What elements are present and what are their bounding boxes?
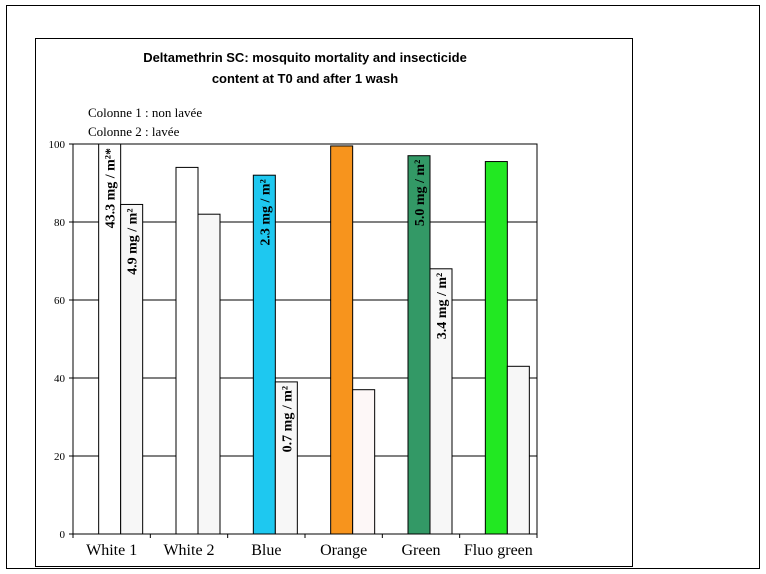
x-tick-label: White 2	[163, 542, 214, 559]
x-tick-label: White 1	[86, 542, 137, 559]
y-tick-label: 60	[54, 295, 66, 307]
bar-label: 3.4 mg / m²	[435, 273, 450, 339]
y-tick-label: 80	[54, 217, 66, 229]
y-tick-label: 0	[60, 529, 66, 541]
legend-entry: Colonne 1 : non lavée	[88, 105, 202, 120]
bar	[197, 213, 221, 535]
outer-frame	[6, 5, 760, 569]
y-tick-label: 40	[54, 373, 66, 385]
bar-label: 2.3 mg / m²	[258, 179, 273, 245]
bar	[352, 389, 376, 535]
y-tick-label: 100	[49, 139, 66, 151]
bar	[429, 268, 453, 535]
x-tick-label: Fluo green	[464, 542, 533, 559]
x-tick-label: Green	[401, 542, 440, 559]
bar	[274, 381, 298, 535]
bar	[506, 365, 530, 535]
y-tick-label: 20	[54, 451, 66, 463]
x-tick-label: Orange	[320, 542, 367, 559]
chart-title: Deltamethrin SC: mosquito mortality and …	[143, 50, 467, 65]
bar-label: 43.3 mg / m²*	[104, 148, 119, 228]
x-tick-label: Blue	[251, 542, 281, 559]
bar	[175, 166, 199, 535]
bar	[330, 145, 354, 535]
chart-title: content at T0 and after 1 wash	[212, 71, 398, 86]
bar	[484, 161, 508, 535]
bar-label: 5.0 mg / m²	[413, 160, 428, 226]
bar	[120, 203, 144, 535]
chart-frame	[35, 38, 633, 567]
bar	[252, 174, 276, 535]
bar-label: 0.7 mg / m²	[280, 386, 295, 452]
bar-label: 4.9 mg / m²	[126, 208, 141, 274]
legend-entry: Colonne 2 : lavée	[88, 124, 180, 139]
